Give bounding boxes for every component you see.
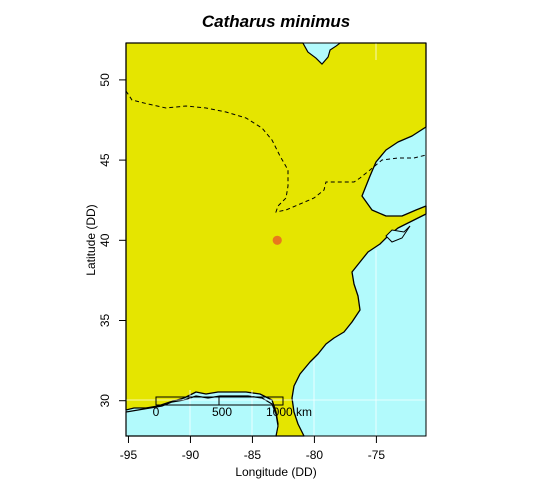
map-panel: 0 500 1000 km (125, 42, 427, 437)
x-tick-label: -95 (120, 448, 138, 462)
grid-lines (126, 43, 426, 436)
lake-water (302, 42, 342, 65)
y-tick-label: 45 (98, 153, 112, 167)
scale-label-1000: 1000 km (266, 405, 312, 419)
country-border (125, 90, 427, 213)
y-tick-label: 30 (98, 394, 112, 408)
x-axis-title: Longitude (DD) (235, 465, 316, 479)
bay-water (385, 225, 411, 243)
gulf-water (125, 395, 279, 437)
x-tick-label: -90 (182, 448, 200, 462)
y-tick-label: 35 (98, 314, 112, 328)
map-title: Catharus minimus (202, 12, 350, 31)
y-axis-title: Latitude (DD) (84, 204, 98, 275)
y-axis: 30 35 40 45 50 Latitude (DD) (84, 73, 127, 408)
scale-label-0: 0 (153, 405, 160, 419)
scale-label-500: 500 (212, 405, 232, 419)
x-tick-label: -80 (306, 448, 324, 462)
y-tick-label: 50 (98, 73, 112, 87)
x-tick-label: -75 (368, 448, 386, 462)
x-tick-label: -85 (244, 448, 262, 462)
x-axis: -95 -90 -85 -80 -75 Longitude (DD) (120, 435, 386, 479)
occurrence-point (272, 235, 282, 245)
y-tick-label: 40 (98, 233, 112, 247)
scale-bar: 0 500 1000 km (153, 396, 312, 419)
